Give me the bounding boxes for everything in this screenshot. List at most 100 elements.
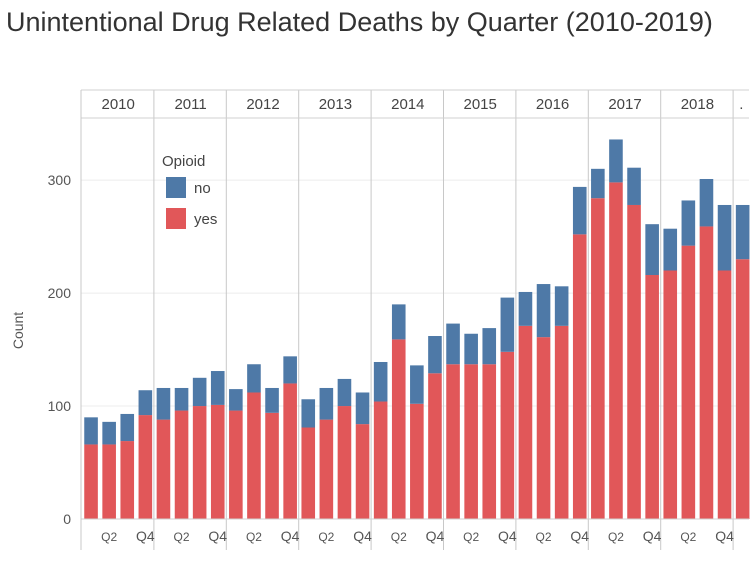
bar-opioid-no <box>102 421 116 445</box>
y-tick-label: 300 <box>48 172 72 188</box>
bar-opioid-yes <box>464 364 478 519</box>
year-panel-dividers <box>153 90 734 550</box>
bar-opioid-no <box>591 168 605 199</box>
bar-opioid-no <box>464 333 478 365</box>
bar-opioid-no <box>229 389 243 411</box>
bar-opioid-yes <box>428 373 442 519</box>
quarter-tick-label: Q2 <box>101 530 117 544</box>
year-label: . <box>739 96 743 113</box>
bar-opioid-no <box>572 186 587 235</box>
bar-opioid-no <box>192 377 207 407</box>
quarter-tick-label: Q2 <box>536 530 552 544</box>
bar-opioid-yes <box>84 444 98 519</box>
bar-opioid-no <box>627 167 641 205</box>
bar-opioid-no <box>446 323 460 365</box>
bar-opioid-no <box>156 387 171 420</box>
quarter-tick-label: Q2 <box>463 530 479 544</box>
bar-opioid-yes <box>174 410 189 519</box>
bar-opioid-no <box>373 361 388 402</box>
year-label: 2012 <box>246 96 279 113</box>
bar-opioid-no <box>735 204 750 260</box>
year-label: 2010 <box>102 96 135 113</box>
quarter-tick-label: Q4 <box>208 528 227 544</box>
bar-opioid-no <box>699 178 714 227</box>
bar-opioid-yes <box>138 415 153 519</box>
y-axis-title: Count <box>10 312 26 349</box>
bar-opioid-no <box>247 364 261 393</box>
year-label: 2016 <box>536 96 569 113</box>
bar-opioid-no <box>609 139 623 183</box>
bar-opioid-yes <box>681 245 696 519</box>
bar-opioid-yes <box>229 410 243 519</box>
bar-opioid-yes <box>355 424 370 519</box>
axis-layer: 0 100 200 300 Count 2010 2011 2012 2013 2014 2015 2… <box>10 89 749 550</box>
bar-opioid-no <box>482 328 497 365</box>
bar-opioid-yes <box>102 444 116 519</box>
bar-opioid-no <box>319 387 334 420</box>
quarter-tick-label: Q4 <box>570 528 589 544</box>
bar-opioid-no <box>138 390 153 416</box>
quarter-tick-label: Q4 <box>643 528 662 544</box>
bar-opioid-yes <box>410 403 424 519</box>
bar-opioid-no <box>663 228 678 271</box>
bar-opioid-no <box>120 413 135 442</box>
quarter-tick-label: Q2 <box>174 530 190 544</box>
bar-opioid-no <box>500 297 515 352</box>
bar-opioid-no <box>410 365 424 404</box>
legend: Opioid no yes <box>162 153 217 229</box>
quarter-tick-label: Q2 <box>608 530 624 544</box>
quarter-tick-label: Q4 <box>281 528 300 544</box>
bar-opioid-yes <box>500 351 515 519</box>
bar-opioid-no <box>210 371 225 405</box>
quarter-tick-label: Q2 <box>246 530 262 544</box>
bar-opioid-no <box>301 399 316 428</box>
quarter-tick-label: Q4 <box>498 528 517 544</box>
y-tick-label: 200 <box>48 285 72 301</box>
bar-opioid-yes <box>591 198 605 519</box>
bar-opioid-yes <box>482 364 497 519</box>
bar-opioid-no <box>717 204 732 271</box>
bar-opioid-no <box>391 304 406 340</box>
legend-label-no: no <box>194 180 211 197</box>
quarter-tick-label: Q2 <box>680 530 696 544</box>
bar-opioid-yes <box>627 204 641 519</box>
year-label: 2014 <box>391 96 424 113</box>
legend-label-yes: yes <box>194 211 217 228</box>
quarter-tick-label: Q4 <box>136 528 155 544</box>
bar-opioid-yes <box>518 325 533 519</box>
bar-opioid-yes <box>192 406 207 519</box>
bar-opioid-no <box>518 291 533 326</box>
legend-title: Opioid <box>162 153 205 170</box>
bar-opioid-no <box>681 200 696 246</box>
quarter-tick-label: Q4 <box>715 528 734 544</box>
year-label: 2011 <box>174 96 206 113</box>
bar-opioid-yes <box>247 392 261 519</box>
year-label: 2015 <box>464 96 497 113</box>
bar-opioid-yes <box>645 275 659 519</box>
chart-title: Unintentional Drug Related Deaths by Qua… <box>6 7 713 37</box>
bar-opioid-yes <box>609 182 623 519</box>
year-label: 2017 <box>608 96 641 113</box>
bar-opioid-no <box>265 387 279 413</box>
bar-opioid-no <box>645 224 659 276</box>
year-label: 2013 <box>319 96 352 113</box>
legend-swatch-no <box>166 177 186 198</box>
bar-opioid-no <box>355 392 370 425</box>
bar-opioid-no <box>554 286 569 326</box>
bar-opioid-yes <box>663 270 678 519</box>
quarter-tick-label: Q2 <box>318 530 334 544</box>
quarter-tick-label: Q4 <box>353 528 372 544</box>
bar-opioid-yes <box>717 270 732 519</box>
bar-opioid-yes <box>554 325 569 519</box>
legend-swatch-yes <box>166 208 186 229</box>
bar-opioid-yes <box>210 404 225 519</box>
bar-opioid-yes <box>301 427 316 519</box>
bar-opioid-yes <box>373 401 388 519</box>
bar-opioid-yes <box>536 337 551 519</box>
bar-opioid-no <box>536 284 551 338</box>
bar-opioid-yes <box>283 383 297 519</box>
bar-opioid-yes <box>156 419 171 519</box>
bar-opioid-yes <box>265 412 279 519</box>
bar-opioid-yes <box>446 364 460 519</box>
